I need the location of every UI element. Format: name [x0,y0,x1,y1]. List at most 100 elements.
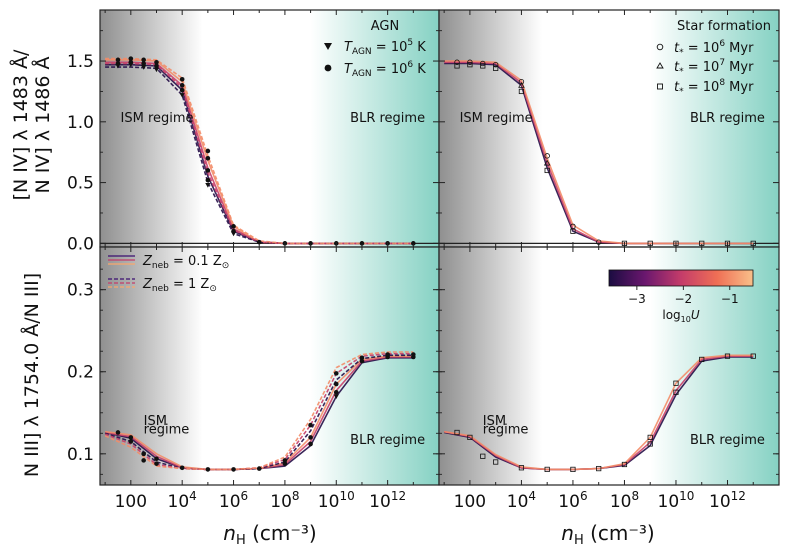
data-marker [308,422,313,428]
data-marker [493,65,499,71]
x-tick-label: 106 [219,489,248,512]
blr-shade [310,247,439,485]
blr-shade [310,10,439,247]
sf-legend-item-1: t* = 106 Myr [674,39,754,58]
data-marker [480,453,486,459]
data-marker [205,467,211,472]
data-marker [230,231,237,237]
data-marker [333,394,339,399]
data-marker [493,459,499,465]
triangle-down-marker-icon [324,43,332,50]
data-marker [141,458,146,463]
agn-legend: AGN TAGN = 105 K TAGN = 106 K [324,19,426,79]
data-marker [179,76,185,82]
colorbar-tick-label: −3 [628,292,646,306]
data-marker [179,83,185,88]
data-marker [179,93,185,98]
x-tick-label: 108 [610,489,639,512]
data-marker [231,467,236,472]
data-marker [205,168,211,173]
region-label: regime [483,422,529,437]
data-marker [699,356,705,363]
top-ylabel: [N IV] λ 1483 Å/ N IV] λ 1486 Å [9,49,54,200]
region-label: ISM [144,414,167,429]
agn-legend-item-2: TAGN = 106 K [344,60,426,79]
sf-legend-item-3: t* = 108 Myr [674,78,754,97]
solid-line-swatch-icon [108,255,135,265]
panel-top-left: ISM regime BLR regime 0.0 0.5 1.0 1.5 [67,9,440,254]
region-label: BLR regime [350,111,425,126]
data-marker [454,63,460,69]
y-tick-label: 0.3 [67,281,94,301]
sf-legend-item-2: t* = 107 Myr [674,58,754,77]
region-label: regime [144,422,190,437]
data-marker [115,57,121,63]
colorbar: log10U −3 −2 −1 [608,269,754,324]
open-square-marker-icon [657,83,663,90]
data-marker [570,228,576,234]
data-marker [141,57,146,63]
region-label: BLR regime [690,433,765,448]
data-marker [308,435,313,440]
data-marker [359,241,365,246]
data-marker [385,352,390,357]
x-tick-label: 104 [507,489,536,512]
data-marker [141,451,146,457]
x-tick-label: 100 [454,492,486,512]
ism-shade [439,247,543,485]
data-marker [153,67,160,73]
data-marker [154,456,159,462]
data-marker [518,81,525,88]
plot-area: ISM regime BLR regime [100,10,439,247]
plot-area: ISM regime BLR regime [439,10,779,247]
z-legend-item-1: Zneb = 0.1 Z⊙ [142,254,229,271]
data-marker [154,59,159,65]
data-marker [256,239,262,245]
y-tick-label: 1.0 [67,113,94,133]
data-marker [282,461,288,466]
data-marker [333,371,339,376]
data-marker [544,153,550,159]
data-marker [480,63,486,69]
data-marker [647,434,653,441]
data-marker [205,148,211,154]
data-marker [518,465,525,471]
top-ylabel-line2: N IV] λ 1486 Å [31,57,54,194]
data-marker [115,63,121,69]
data-marker [621,461,628,468]
data-marker [544,466,550,473]
y-tick-label: 0.1 [67,445,94,465]
data-marker [724,353,731,359]
data-marker [518,79,525,85]
data-marker [750,353,756,359]
data-marker [518,88,525,95]
colorbar-tick-label: −2 [674,292,692,306]
data-marker [141,61,146,66]
data-marker [308,241,313,246]
blr-shade [650,10,779,247]
y-tick-label: 1.5 [67,52,94,72]
data-marker [411,352,416,357]
data-marker [205,177,211,183]
x-tick-label: 1010 [318,489,355,512]
data-marker [492,61,499,68]
data-marker [333,389,339,395]
y-tick-label: 0.2 [67,363,94,383]
region-label: ISM regime [460,111,533,126]
region-label: ISM [483,414,506,429]
xlabel-right: nH (cm⁻³) [561,521,654,548]
data-marker [647,441,653,447]
x-tick-label: 1012 [369,489,406,512]
data-marker [333,381,339,387]
xlabel-left: nH (cm⁻³) [223,521,316,548]
top-ylabel-line1: [N IV] λ 1483 Å/ [9,49,32,200]
data-marker [128,62,134,68]
sf-legend: Star formation t* = 106 Myr t* = 107 Myr… [656,19,771,97]
z-legend: Zneb = 0.1 Z⊙ Zneb = 1 Z⊙ [108,254,229,294]
data-marker [154,461,159,466]
x-tick-label: 104 [168,489,197,512]
data-marker [454,59,460,65]
